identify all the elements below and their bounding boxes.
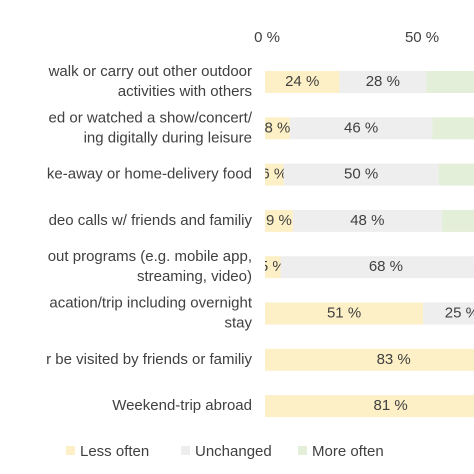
data-label: 81 % (373, 397, 407, 414)
legend-label: More often (312, 443, 384, 460)
legend-swatch (181, 446, 190, 455)
data-label: 8 % (264, 119, 290, 136)
category-label: activities with others (118, 83, 252, 100)
bar-segment (265, 117, 290, 140)
bar-segment (441, 209, 474, 232)
data-label: 83 % (377, 351, 411, 368)
legend-swatch (298, 446, 307, 455)
data-label: 9 % (266, 212, 292, 229)
category-label: walk or carry out other outdoor (48, 63, 252, 80)
category-label: stay (224, 314, 252, 331)
bar-segment (423, 302, 474, 325)
bar-segment (265, 395, 474, 418)
bar-segment (265, 163, 284, 186)
data-label: 46 % (344, 119, 378, 136)
data-label: 50 % (344, 166, 378, 183)
bar-segment (289, 117, 433, 140)
bar-segment (265, 256, 281, 279)
data-label: 48 % (350, 212, 384, 229)
x-tick-label: 50 % (405, 29, 439, 46)
category-label: ed or watched a show/concert/ (49, 109, 253, 126)
category-label: ing digitally during leisure (84, 129, 252, 146)
bar-segment (265, 209, 293, 232)
category-label: out programs (e.g. mobile app, (48, 248, 252, 265)
category-label: streaming, video) (137, 268, 252, 285)
legend-label: Unchanged (195, 443, 272, 460)
data-label: 6 % (261, 166, 287, 183)
x-tick-label: 0 % (254, 29, 280, 46)
category-label: Weekend-trip abroad (112, 397, 252, 414)
data-label: 68 % (369, 258, 403, 275)
data-label: 24 % (285, 73, 319, 90)
category-label: r be visited by friends or familiy (46, 351, 252, 368)
bar-segment (265, 71, 340, 93)
bar-segment (438, 163, 474, 186)
data-label: 51 % (327, 304, 361, 321)
legend-label: Less often (80, 443, 149, 460)
category-label: ke-away or home-delivery food (47, 166, 252, 183)
bar-segment (292, 209, 442, 232)
category-label: acation/trip including overnight (49, 294, 252, 311)
bar-segment (265, 348, 474, 371)
bar-segment (339, 71, 427, 93)
bar-segment (280, 256, 474, 279)
bar-segment (265, 302, 424, 325)
data-label: 25 % (445, 304, 474, 321)
legend-swatch (66, 446, 75, 455)
plot-area: 24 % 28 %8 % 46 %6 % 50 %9 % 48 %5 % 68 %51 %… (261, 71, 474, 418)
bar-segment (432, 117, 474, 140)
data-label: 28 % (366, 73, 400, 90)
category-label: deo calls w/ friends and familiy (49, 212, 253, 229)
bar-segment (426, 71, 474, 93)
bar-segment (283, 163, 439, 186)
